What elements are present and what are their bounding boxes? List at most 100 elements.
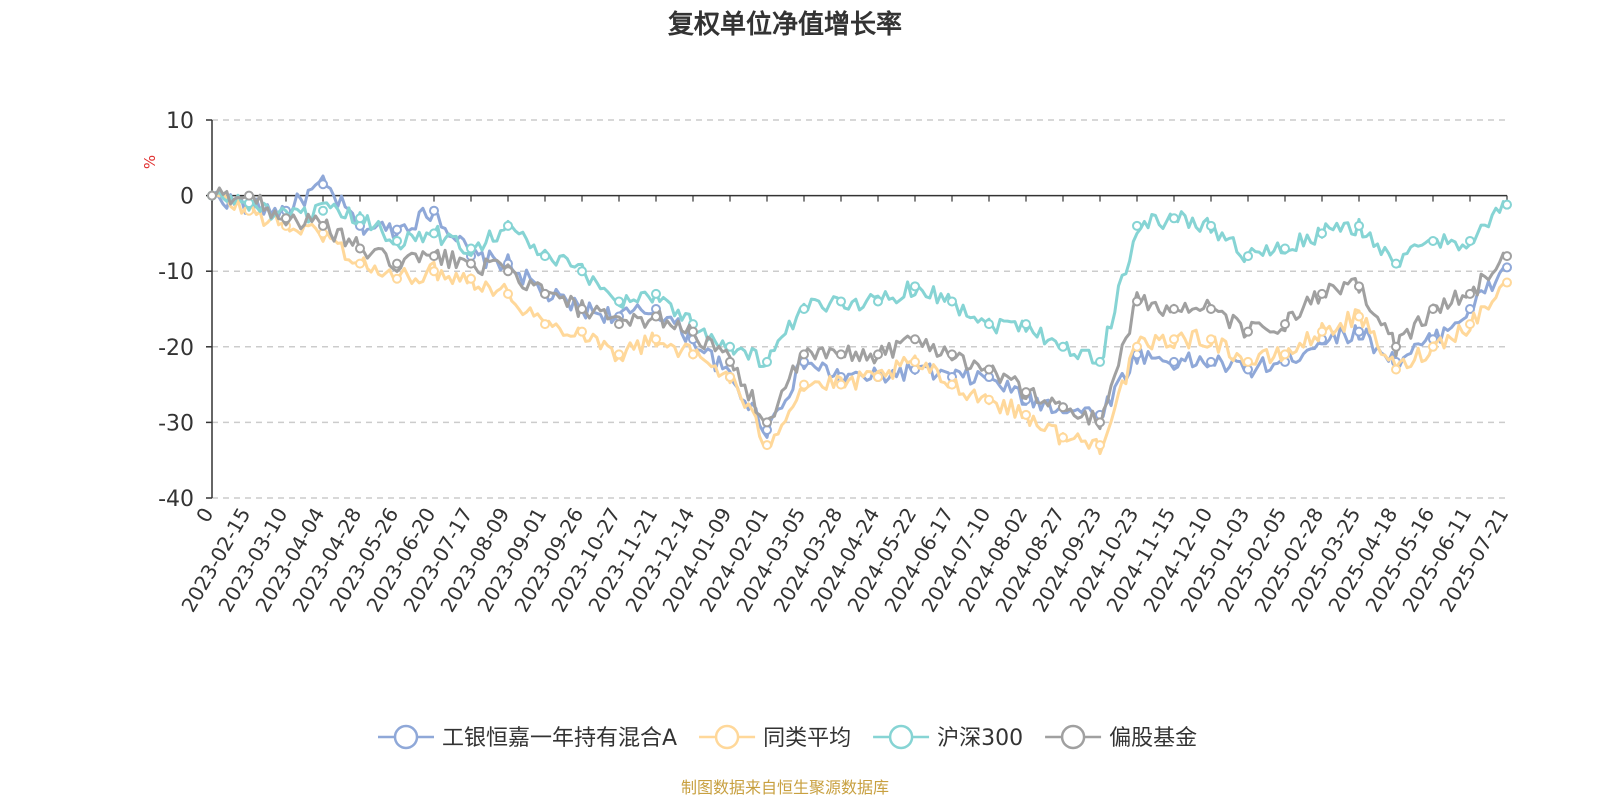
data-point [1132, 341, 1142, 352]
data-point [836, 379, 846, 390]
data-point [244, 190, 254, 201]
data-point [725, 356, 735, 367]
data-point [392, 273, 402, 284]
data-point [1169, 213, 1179, 224]
data-point [1095, 440, 1105, 451]
data-point [910, 334, 920, 345]
data-point [355, 258, 365, 269]
data-point [392, 235, 402, 246]
data-point [318, 220, 328, 231]
legend-item-3[interactable]: 沪深300 [873, 724, 1023, 751]
data-point [1169, 356, 1179, 367]
data-point [1169, 334, 1179, 345]
grid-lines [212, 119, 1507, 499]
data-point [466, 243, 476, 254]
data-point [873, 372, 883, 383]
legend-item-2[interactable]: 同类平均 [699, 724, 851, 751]
data-point [1354, 326, 1364, 337]
series-lines [207, 174, 1512, 456]
data-point [614, 349, 624, 360]
legend-label: 偏股基金 [1109, 726, 1197, 751]
data-point [466, 258, 476, 269]
data-point [503, 266, 513, 277]
data-point [429, 266, 439, 277]
data-point [577, 266, 587, 277]
data-point [1206, 334, 1216, 345]
data-point [873, 296, 883, 307]
y-tick-label: -10 [158, 260, 194, 285]
data-point [947, 349, 957, 360]
data-point [1428, 235, 1438, 246]
data-point [873, 349, 883, 360]
legend-marker [714, 724, 740, 750]
data-point [540, 251, 550, 262]
data-point [540, 319, 550, 330]
series-3 [207, 190, 1512, 368]
data-point [355, 243, 365, 254]
chart-title: 复权单位净值增长率 [668, 9, 902, 40]
data-point [651, 334, 661, 345]
data-point [1502, 199, 1512, 210]
data-point [1317, 326, 1327, 337]
data-point [725, 341, 735, 352]
data-point [1021, 409, 1031, 420]
data-point [207, 190, 217, 201]
data-point [503, 220, 513, 231]
data-point [503, 288, 513, 299]
data-point [836, 296, 846, 307]
data-point [1206, 356, 1216, 367]
legend-marker [393, 724, 419, 750]
series-2 [207, 190, 1512, 456]
data-point [910, 281, 920, 292]
data-point [392, 258, 402, 269]
data-point [281, 213, 291, 224]
data-point [1354, 220, 1364, 231]
data-point [429, 251, 439, 262]
data-point [1021, 319, 1031, 330]
legend[interactable]: 工银恒嘉一年持有混合A 同类平均 沪深300 偏股基金 [378, 724, 1197, 751]
data-point [762, 417, 772, 428]
data-point [1132, 296, 1142, 307]
series-line [211, 190, 1508, 368]
data-point [688, 349, 698, 360]
y-tick-label: -30 [158, 411, 194, 436]
legend-item-1[interactable]: 工银恒嘉一年持有混合A [378, 724, 677, 751]
data-point [1428, 304, 1438, 314]
series-4 [207, 186, 1512, 431]
data-point [651, 311, 661, 322]
legend-label: 同类平均 [763, 726, 851, 751]
legend-label: 工银恒嘉一年持有混合A [442, 726, 677, 751]
data-point [910, 356, 920, 367]
data-point [947, 296, 957, 307]
data-point [1354, 311, 1364, 322]
series-line [211, 192, 1508, 456]
data-point [1465, 304, 1475, 314]
data-point [1243, 326, 1253, 337]
data-point [1132, 220, 1142, 231]
data-point [1206, 220, 1216, 231]
data-point [1391, 258, 1401, 269]
data-point [1095, 356, 1105, 367]
data-point [614, 296, 624, 307]
data-point [1502, 251, 1512, 262]
data-point [1502, 262, 1512, 273]
data-point [1391, 364, 1401, 375]
data-point [762, 440, 772, 451]
y-tick-label: 0 [180, 185, 194, 210]
data-point [577, 304, 587, 314]
data-point [1169, 304, 1179, 314]
legend-marker [888, 724, 914, 750]
data-point [725, 372, 735, 383]
data-point [540, 288, 550, 299]
data-point [577, 326, 587, 337]
legend-label: 沪深300 [937, 726, 1023, 751]
data-point [1465, 288, 1475, 299]
y-axis-unit-label: % [141, 155, 159, 169]
data-point [355, 213, 365, 224]
data-point [688, 326, 698, 337]
y-tick-label: -40 [158, 487, 194, 512]
data-point [392, 224, 402, 235]
legend-item-4[interactable]: 偏股基金 [1045, 724, 1197, 751]
data-point [1354, 281, 1364, 292]
